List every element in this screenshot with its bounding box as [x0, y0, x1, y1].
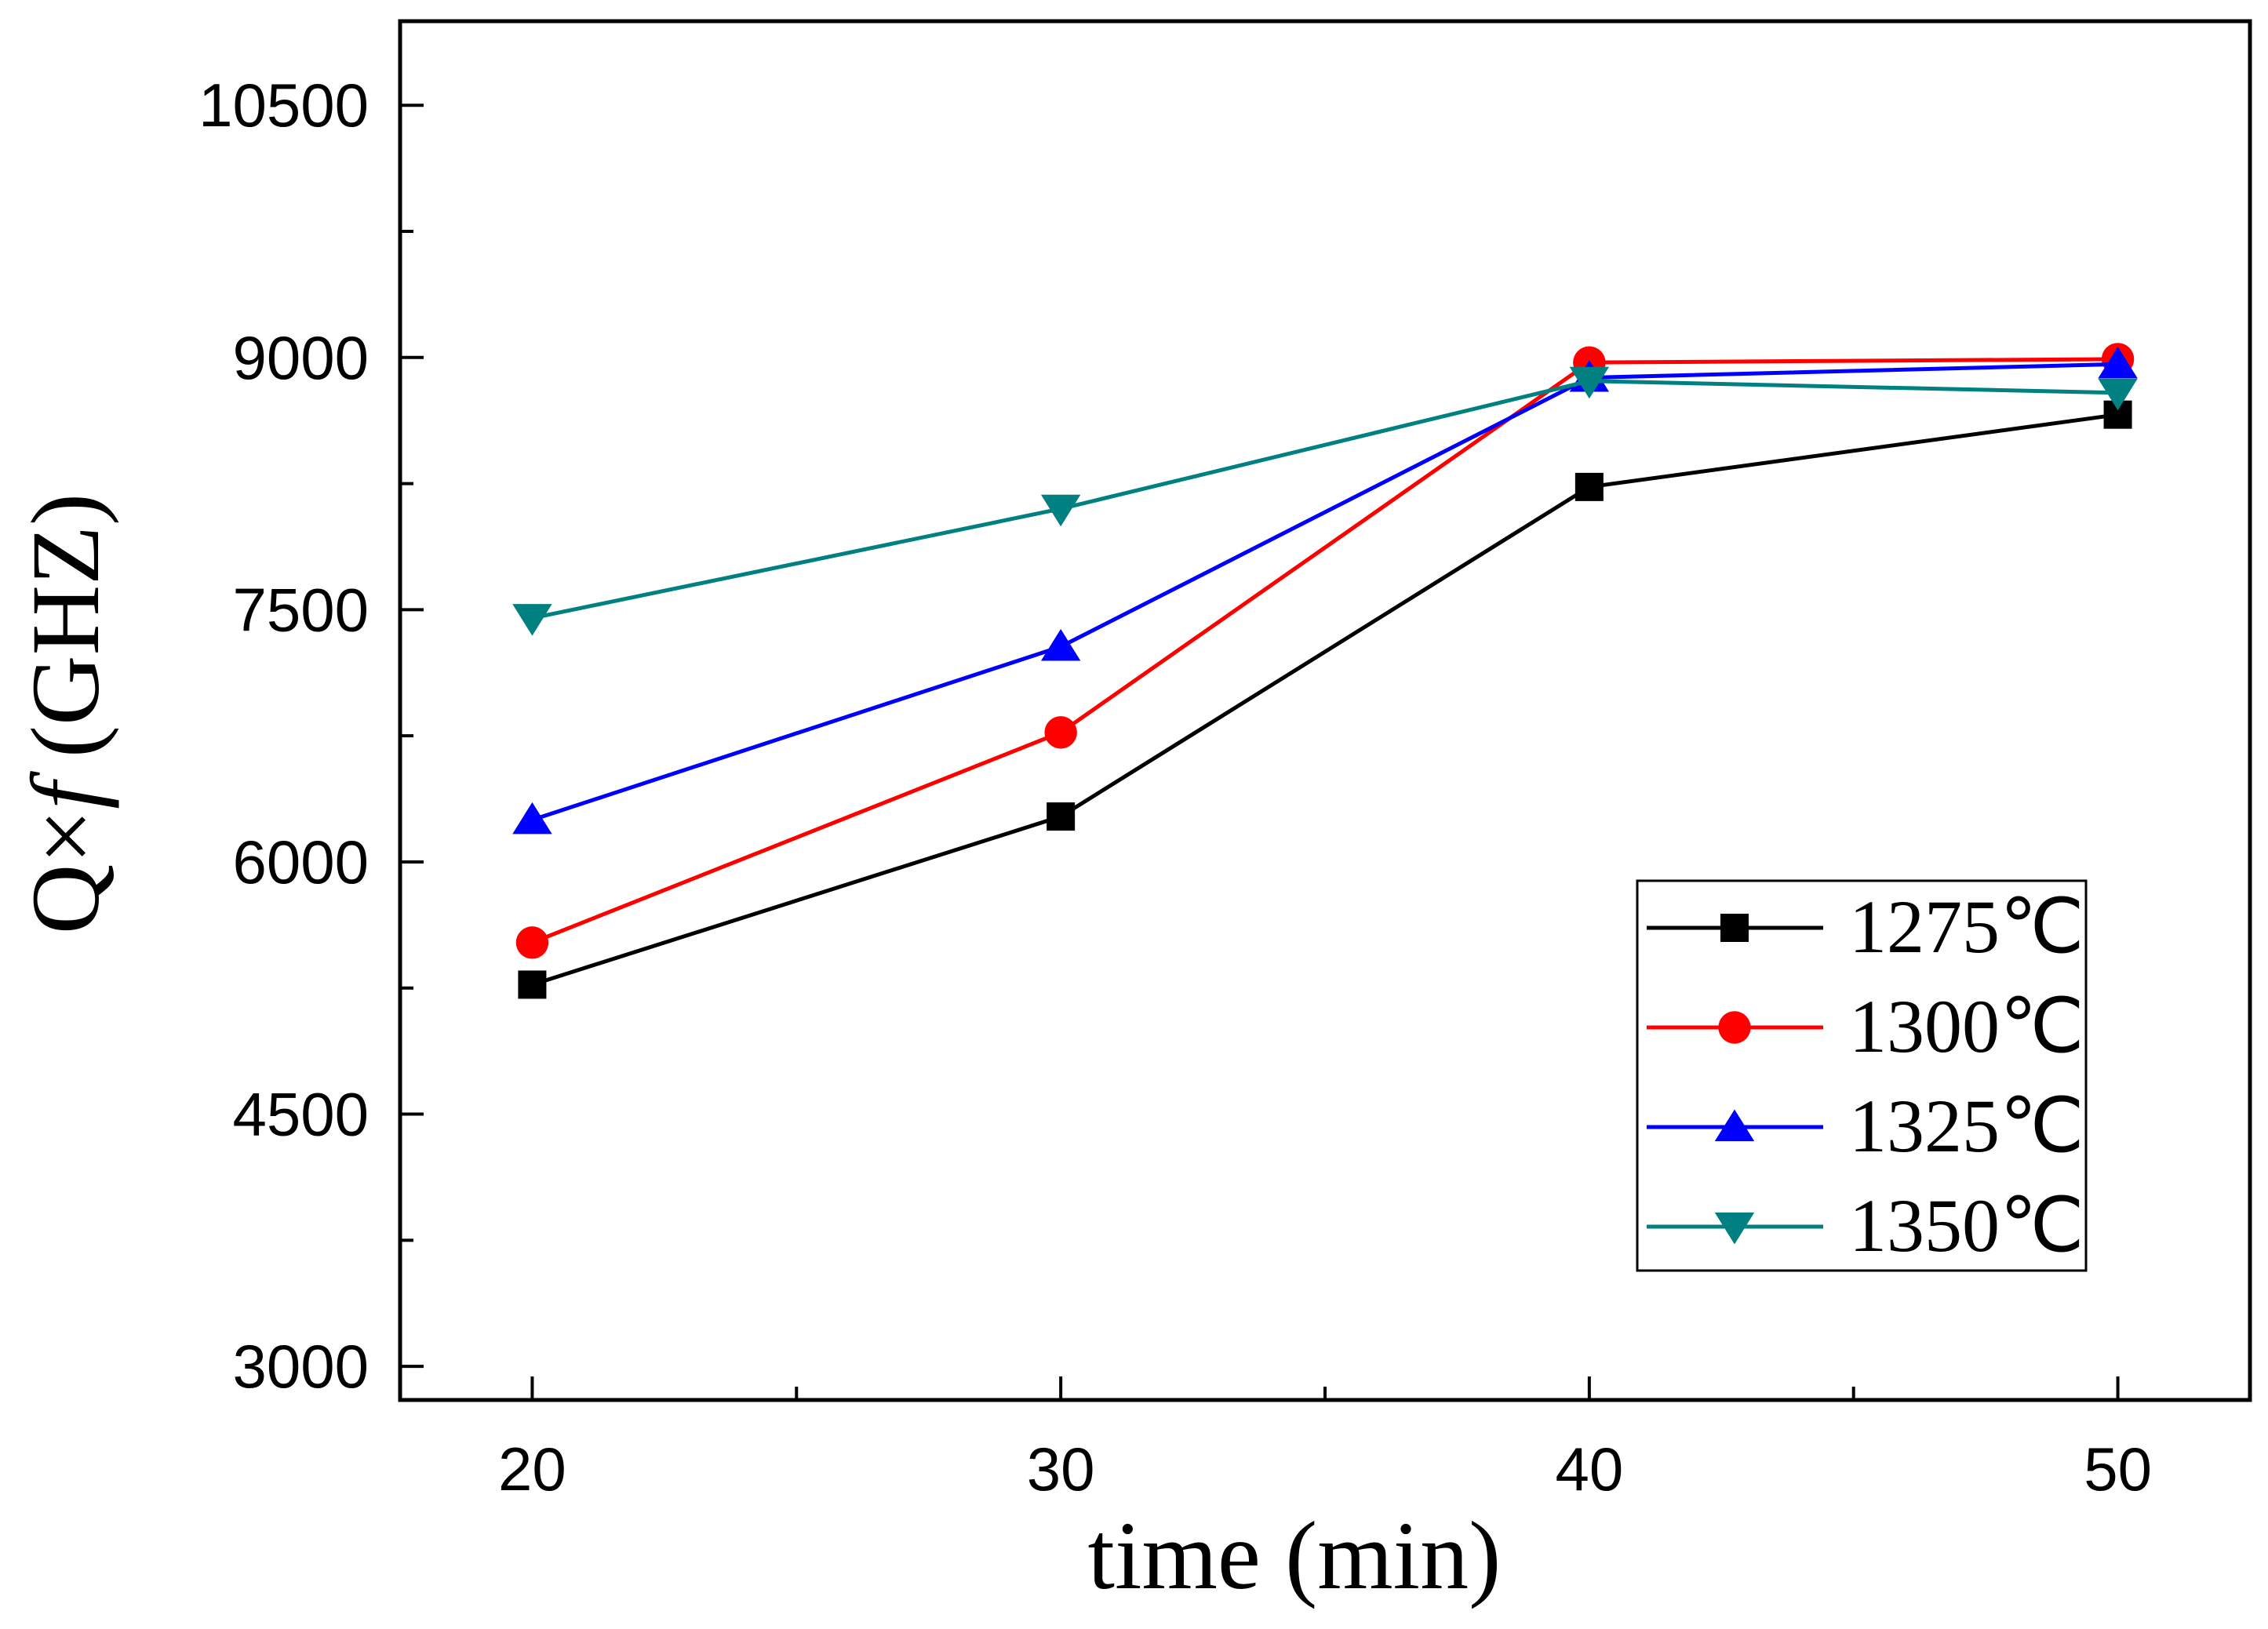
- legend-marker: [1718, 1011, 1751, 1044]
- data-point: [2098, 346, 2138, 379]
- data-point: [518, 970, 547, 999]
- data-point: [512, 604, 552, 636]
- series-line: [531, 362, 2118, 822]
- legend-marker: [1714, 1109, 1755, 1141]
- x-tick-label: 40: [1555, 1434, 1623, 1504]
- legend-label: 1325℃: [1849, 1084, 2084, 1168]
- data-point: [1040, 629, 1081, 661]
- data-point: [1044, 716, 1077, 749]
- x-axis-title: time (min): [1088, 1502, 1502, 1609]
- data-point: [1569, 366, 1610, 399]
- y-tick-label: 9000: [232, 323, 369, 392]
- data-point: [1574, 472, 1604, 501]
- legend: 1275℃ 1300℃ 1325℃ 1350℃: [1636, 879, 2088, 1272]
- axes: 20 30 40 50 3000 4500 6000 7500 9000 10500: [198, 19, 2252, 1504]
- legend-box: [1636, 879, 2088, 1272]
- legend-entry: 1350℃: [1647, 1184, 2084, 1267]
- data-point: [1047, 802, 1076, 831]
- legend-label: 1300℃: [1849, 984, 2084, 1068]
- data-point: [512, 802, 552, 834]
- series-line: [531, 357, 2118, 945]
- series-3: [512, 366, 2138, 636]
- series-line: [531, 413, 2118, 987]
- data-point: [515, 926, 549, 959]
- y-tick-label: 3000: [232, 1332, 369, 1401]
- y-tick-label: 4500: [232, 1080, 369, 1149]
- y-tick-label: 10500: [198, 71, 369, 140]
- legend-entry: 1275℃: [1647, 885, 2084, 969]
- legend-marker: [1720, 914, 1749, 942]
- x-tick-label: 50: [2084, 1434, 2152, 1504]
- legend-label: 1275℃: [1849, 885, 2084, 969]
- x-tick-label: 20: [498, 1434, 566, 1504]
- data-point: [2098, 378, 2138, 411]
- legend-label: 1350℃: [1849, 1184, 2084, 1267]
- y-axis-title: Q×f (GHZ): [12, 493, 119, 934]
- series-2: [512, 346, 2138, 834]
- legend-entry: 1300℃: [1647, 984, 2084, 1068]
- series-layer: [512, 343, 2138, 999]
- y-tick-label: 6000: [232, 827, 369, 896]
- data-point: [1040, 494, 1081, 527]
- legend-marker: [1714, 1213, 1755, 1245]
- y-tick-label: 7500: [232, 575, 369, 644]
- series-line: [531, 379, 2118, 620]
- x-tick-label: 30: [1027, 1434, 1095, 1504]
- legend-entry: 1325℃: [1647, 1084, 2084, 1168]
